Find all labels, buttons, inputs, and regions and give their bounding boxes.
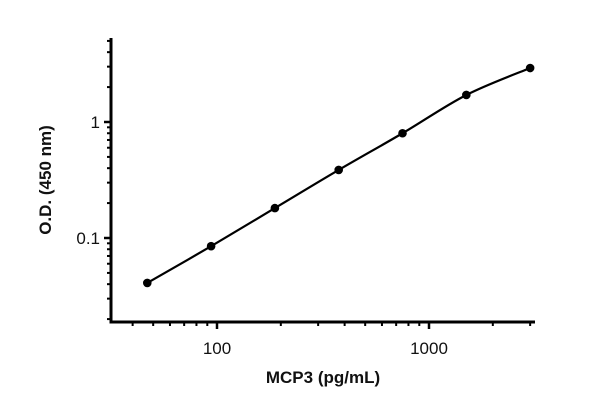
- data-point: [206, 241, 216, 251]
- y-axis-title: O.D. (450 nm): [36, 125, 55, 235]
- data-point: [462, 90, 471, 100]
- fit-curve: [146, 67, 531, 284]
- data-point: [398, 128, 407, 138]
- x-tick-label-1000: 1000: [410, 339, 448, 358]
- data-points: [142, 63, 535, 288]
- x-tick-label-100: 100: [203, 339, 231, 358]
- y-tick-label-0.1: 0.1: [76, 229, 100, 248]
- data-point: [270, 203, 280, 213]
- x-axis-title: MCP3 (pg/mL): [266, 368, 380, 387]
- data-point: [525, 63, 535, 73]
- y-tick-label-1: 1: [91, 113, 100, 132]
- axes: [104, 38, 535, 329]
- data-point: [142, 278, 152, 288]
- data-point: [334, 165, 343, 175]
